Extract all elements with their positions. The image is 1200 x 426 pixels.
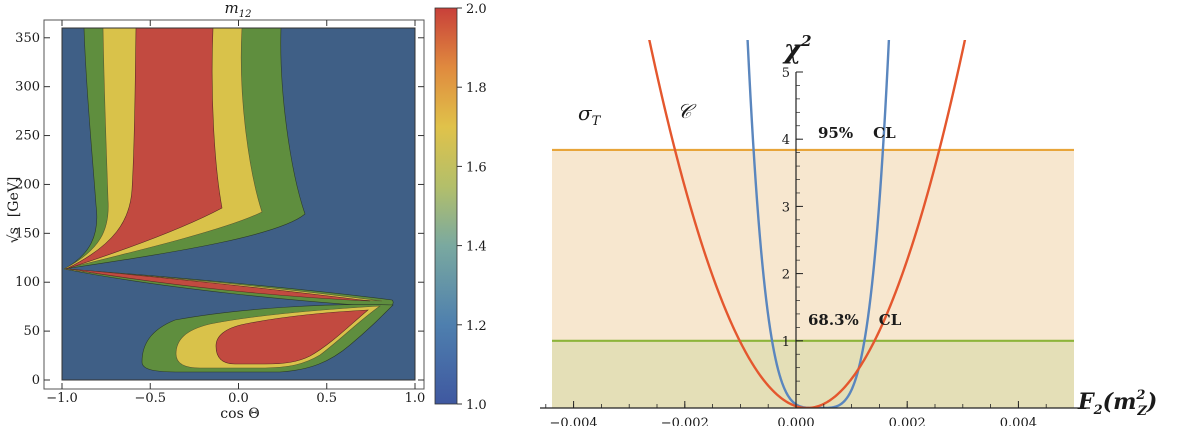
chi2-x-tick-label: 0.002 [889, 416, 926, 426]
chi2-x-tick-label: 0.000 [777, 416, 814, 426]
contour-upper-plume-red [65, 27, 223, 270]
heatmap-y-tick-label: 200 [15, 177, 40, 192]
heatmap-title: m12 [225, 0, 252, 20]
heatmap-y-tick-label: 100 [15, 275, 40, 290]
heatmap-y-tick-label: 350 [15, 31, 40, 46]
heatmap-x-tick-label: 0.0 [228, 391, 249, 406]
chi2-x-tick-label: 0.004 [1000, 416, 1037, 426]
series-label-c: 𝒞 [677, 99, 697, 123]
heatmap-y-tick-label: 0 [32, 373, 40, 388]
colorbar-tick-label: 1.8 [466, 81, 487, 96]
heatmap-y-label: √s[GeV] [6, 177, 22, 244]
contour-middle-tongue-red [69, 268, 371, 302]
heatmap-x-axis: −1.0 −0.5 0.0 0.5 1.0 [46, 20, 425, 406]
heatmap-chart: m12 −1.0 −0.5 [6, 0, 487, 422]
chi2-y-tick-label: 3 [782, 200, 790, 215]
contour-level-red [65, 27, 371, 365]
colorbar-ticks: 1.0 1.2 1.4 1.6 1.8 2.0 [457, 2, 487, 413]
heatmap-plot-area [61, 27, 416, 381]
heatmap-y-tick-label: 300 [15, 80, 40, 95]
colorbar-tick-label: 1.4 [466, 240, 487, 255]
chi2-x-label: F2(m2 Z) [1077, 388, 1157, 419]
heatmap-x-tick-label: 1.0 [405, 391, 426, 406]
contour-lower-lobe-red [215, 309, 369, 365]
chi2-axes: −0.004 −0.002 0.000 0.002 0.004 1 2 3 4 5 [540, 66, 1090, 426]
confidence-bands [552, 148, 1074, 408]
heatmap-x-label: cos Θ [220, 406, 259, 422]
band-68-fill [552, 340, 1074, 408]
colorbar: 1.0 1.2 1.4 1.6 1.8 2.0 [434, 2, 487, 413]
heatmap-x-tick-label: 0.5 [316, 391, 337, 406]
heatmap-y-axis: 0 50 100 150 200 250 300 350 [15, 31, 424, 388]
heatmap-y-tick-label: 250 [15, 129, 40, 144]
chi2-y-tick-label: 4 [782, 133, 790, 148]
colorbar-tick-label: 2.0 [466, 2, 487, 17]
chi2-chart: −0.004 −0.002 0.000 0.002 0.004 1 2 3 4 5 χ2 F2(m… [540, 32, 1157, 426]
heatmap-y-tick-label: 50 [23, 324, 40, 339]
chi2-y-label: χ2 [782, 32, 812, 65]
heatmap-axes-frame [43, 19, 425, 390]
chi2-x-tick-label: −0.002 [661, 416, 709, 426]
chi2-y-tick-label: 5 [782, 66, 790, 81]
colorbar-tick-label: 1.6 [466, 160, 487, 175]
colorbar-tick-label: 1.2 [466, 319, 487, 334]
heatmap-frame [61, 27, 416, 381]
heatmap-x-tick-label: −0.5 [134, 391, 166, 406]
chi2-y-tick-label: 2 [782, 268, 790, 283]
band-label-95: 95% CL [818, 124, 896, 142]
chi2-x-tick-label: −0.004 [550, 416, 598, 426]
heatmap-y-tick-label: 150 [15, 226, 40, 241]
series-label-sigma-t: σT [578, 101, 602, 129]
colorbar-gradient [434, 7, 458, 405]
chi2-y-tick-label: 1 [782, 335, 790, 350]
heatmap-x-tick-label: −1.0 [46, 391, 78, 406]
colorbar-tick-label: 1.0 [466, 398, 487, 413]
band-label-68: 68.3% CL [808, 311, 902, 329]
